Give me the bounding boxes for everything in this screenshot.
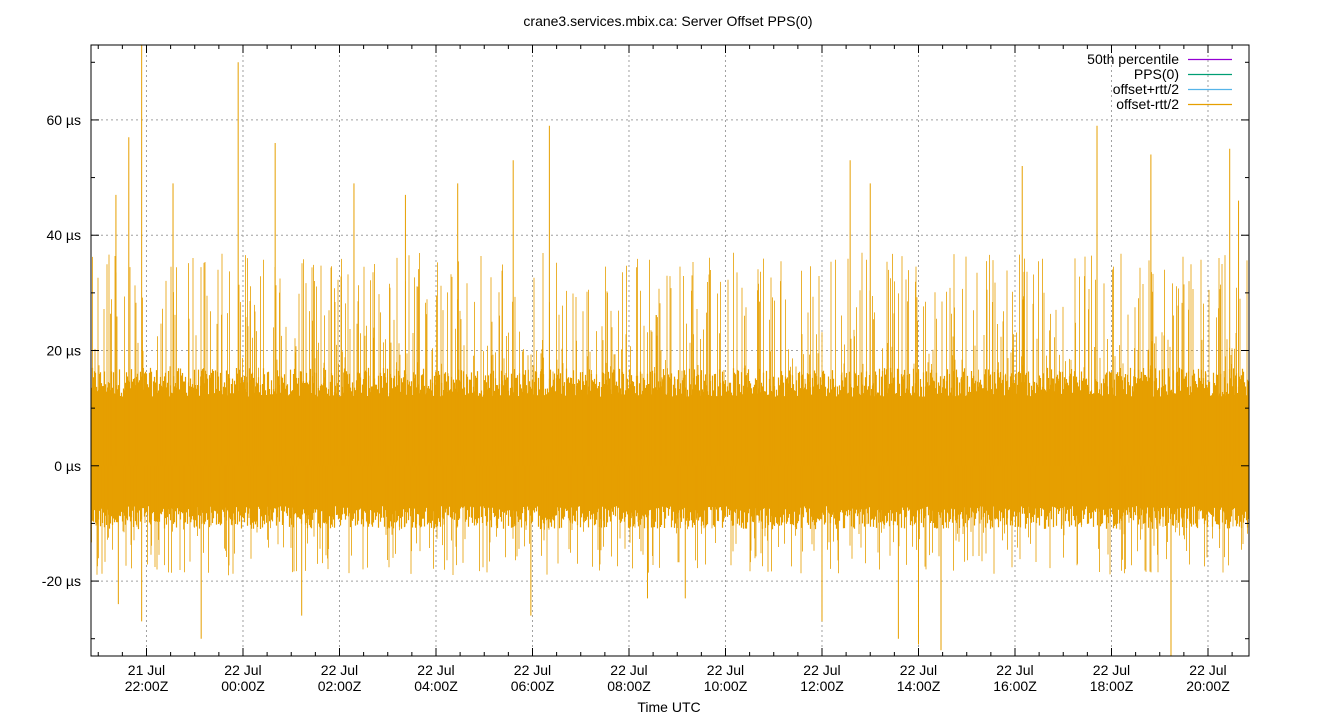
y-tick-label: 40 µs [46,227,81,243]
y-axis: -20 µs 0 µs 20 µs 40 µs 60 µs [42,61,1249,640]
x-tick-time-label: 06:00Z [511,678,555,694]
x-tick-date-label: 22 Jul [514,662,551,678]
x-tick-time-label: 20:00Z [1186,678,1230,694]
x-tick-date-label: 22 Jul [1189,662,1226,678]
y-tick-label: 60 µs [46,112,81,128]
x-tick-time-label: 16:00Z [993,678,1037,694]
y-tick-label: 0 µs [54,458,81,474]
x-tick-time-label: 04:00Z [414,678,458,694]
x-tick-date-label: 22 Jul [610,662,647,678]
x-tick-date-label: 22 Jul [996,662,1033,678]
x-tick-date-label: 21 Jul [128,662,165,678]
x-tick-date-label: 22 Jul [1093,662,1130,678]
x-tick-date-label: 22 Jul [803,662,840,678]
x-tick-date-label: 22 Jul [900,662,937,678]
x-tick-time-label: 00:00Z [221,678,265,694]
x-tick-date-label: 22 Jul [707,662,744,678]
legend-label: PPS(0) [1134,66,1179,82]
legend-label: offset+rtt/2 [1113,81,1179,97]
x-tick-date-label: 22 Jul [321,662,358,678]
x-tick-time-label: 14:00Z [897,678,941,694]
series-offset-minus-rtt-half [90,45,1250,656]
legend-label: offset-rtt/2 [1116,96,1179,112]
y-tick-label: 20 µs [46,343,81,359]
chart-title: crane3.services.mbix.ca: Server Offset P… [523,13,812,29]
legend: 50th percentilePPS(0)offset+rtt/2offset-… [1087,51,1232,112]
legend-label: 50th percentile [1087,51,1179,67]
x-tick-date-label: 22 Jul [224,662,261,678]
x-tick-date-label: 22 Jul [417,662,454,678]
y-tick-label: -20 µs [42,573,81,589]
x-tick-time-label: 12:00Z [800,678,844,694]
x-tick-time-label: 18:00Z [1090,678,1134,694]
x-tick-time-label: 22:00Z [125,678,169,694]
x-tick-time-label: 02:00Z [318,678,362,694]
x-tick-time-label: 08:00Z [607,678,651,694]
x-tick-time-label: 10:00Z [704,678,748,694]
x-axis-label: Time UTC [637,699,700,715]
